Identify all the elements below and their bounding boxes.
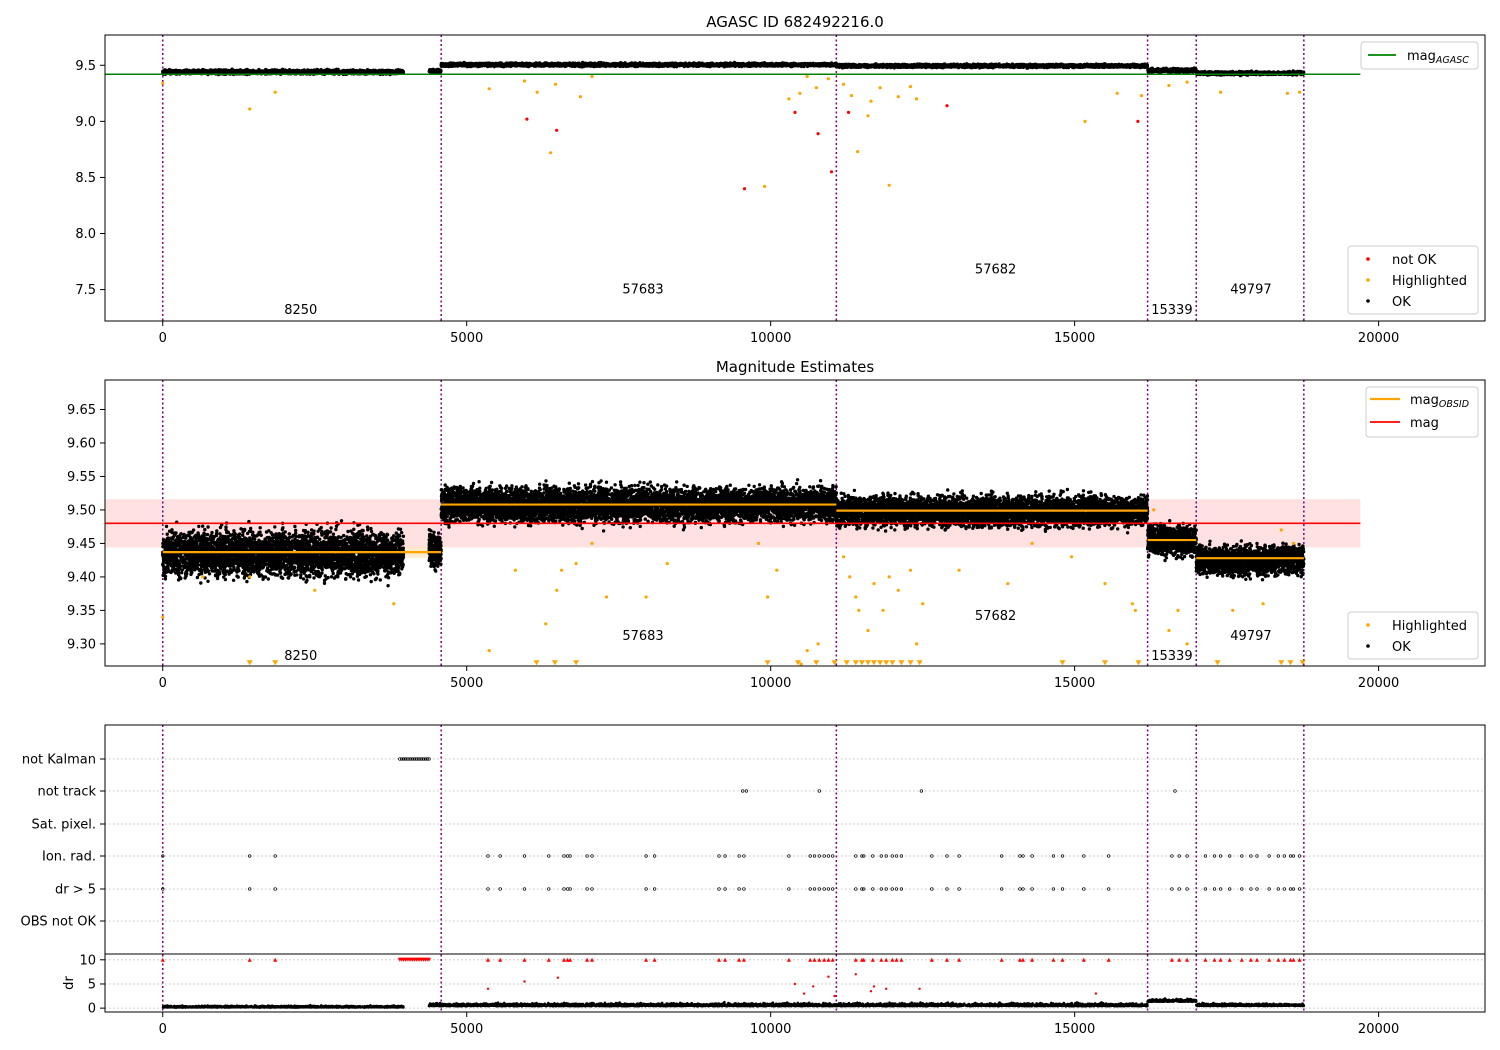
ok-point bbox=[361, 69, 365, 73]
ok-point bbox=[315, 70, 319, 74]
ok-point bbox=[294, 70, 298, 74]
panel1-title: AGASC ID 682492216.0 bbox=[706, 13, 884, 31]
agasc-panel: AGASC ID 682492216.0 0 5000 10000 15000 2000… bbox=[75, 13, 1486, 346]
ok-point bbox=[223, 68, 228, 72]
ok-point bbox=[391, 69, 395, 73]
ok-point bbox=[178, 69, 182, 73]
ok-point bbox=[219, 69, 223, 73]
ok-point bbox=[315, 67, 319, 71]
ok-point bbox=[429, 68, 433, 72]
ok-point bbox=[325, 70, 329, 74]
ok-point bbox=[335, 67, 339, 71]
ok-point bbox=[172, 70, 176, 74]
ok-point bbox=[242, 69, 247, 73]
ok-point bbox=[229, 69, 233, 73]
ok-point bbox=[199, 70, 203, 74]
ok-point bbox=[377, 68, 381, 72]
ok-point bbox=[264, 69, 268, 73]
ok-point bbox=[277, 69, 281, 73]
ok-point bbox=[395, 69, 399, 73]
ok-point bbox=[280, 70, 284, 74]
ok-point bbox=[385, 69, 389, 73]
panel1-data bbox=[105, 35, 1361, 321]
ok-point bbox=[328, 70, 332, 74]
ok-point bbox=[299, 70, 303, 74]
ok-point bbox=[164, 70, 168, 74]
ok-point bbox=[400, 70, 404, 74]
ok-point bbox=[255, 69, 260, 73]
ok-point bbox=[203, 69, 207, 73]
ok-point bbox=[435, 69, 439, 73]
ok-point bbox=[192, 68, 196, 72]
ok-point bbox=[319, 70, 323, 74]
ok-point bbox=[351, 69, 355, 73]
ok-point bbox=[322, 70, 326, 74]
ok-point bbox=[196, 70, 200, 74]
ok-point bbox=[302, 69, 306, 73]
ok-point bbox=[382, 70, 386, 74]
ok-point bbox=[246, 68, 250, 72]
ok-point bbox=[347, 69, 352, 74]
